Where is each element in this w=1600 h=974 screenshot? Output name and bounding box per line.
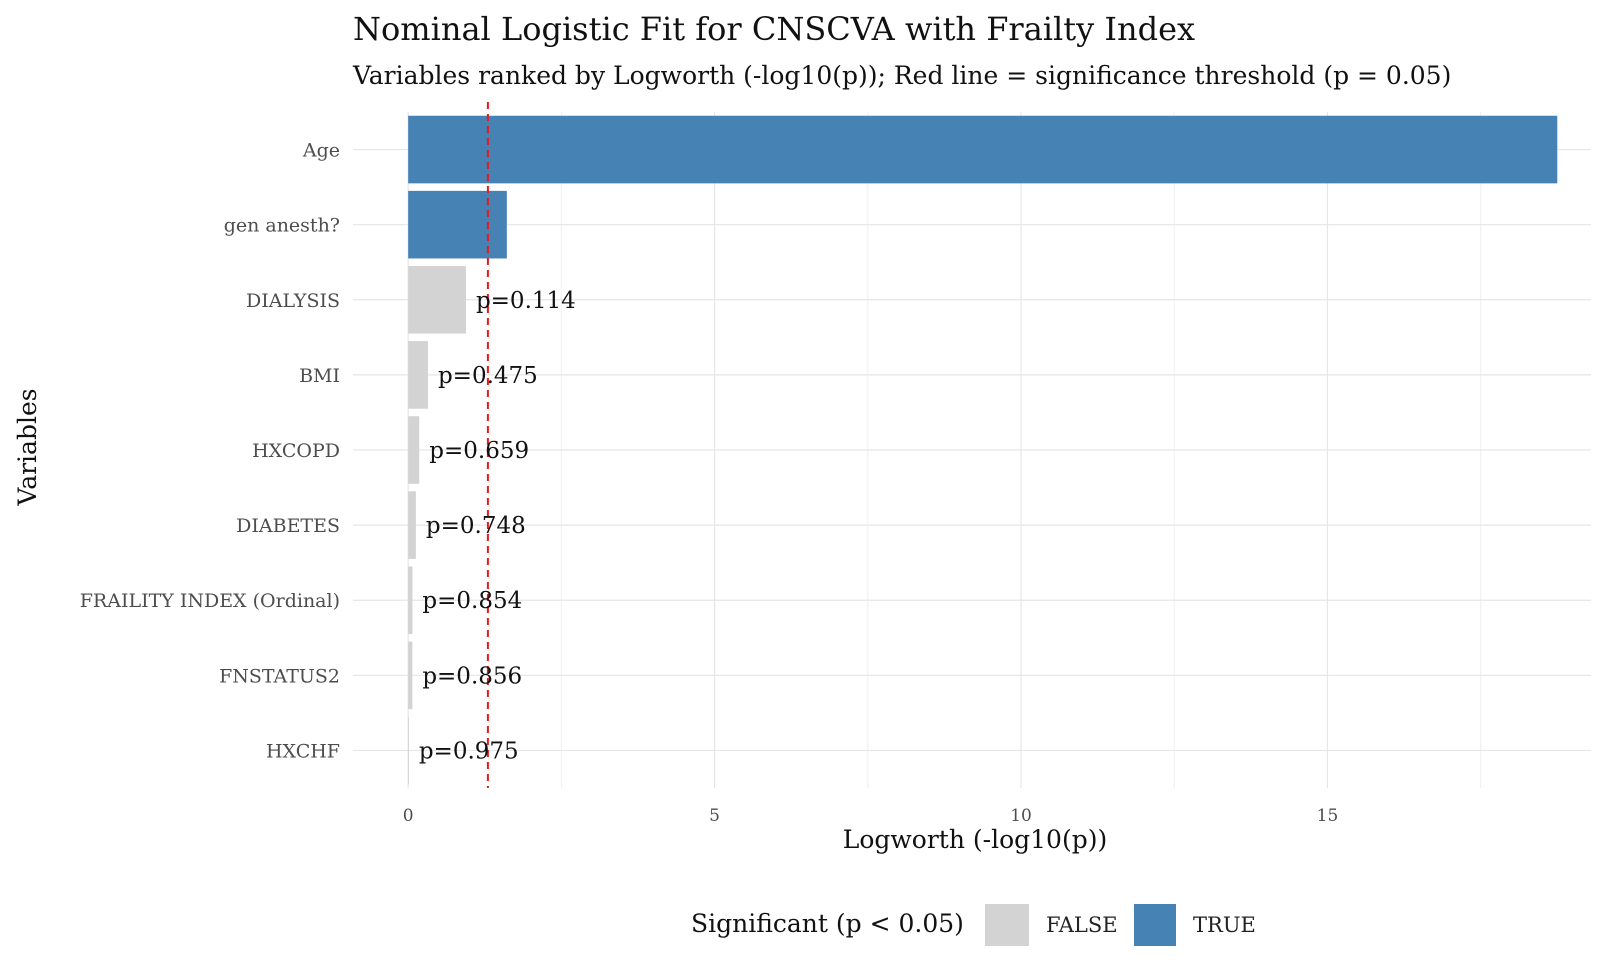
value-label-bmi: p=0.475 (438, 363, 538, 389)
value-label-hxcopd: p=0.659 (429, 438, 529, 464)
legend-swatch-false (985, 904, 1029, 946)
value-labels-group: p=0.114 p=0.475 p=0.659 p=0.748 p=0.854 p=0.8… (419, 288, 576, 765)
x-tick-label: 5 (709, 806, 720, 826)
category-label-fraility-index-ordinal: FRAILITY INDEX (Ordinal) (80, 590, 340, 612)
bar-fraility-index-ordinal (408, 566, 413, 635)
bar-age (408, 115, 1558, 184)
bar-bmi (408, 341, 428, 409)
chart-title: Nominal Logistic Fit for CNSCVA with Fra… (353, 10, 1195, 48)
grid-lines (353, 112, 1591, 788)
category-labels-group: Age gen anesth? DIALYSIS BMI HXCOPD DIABETES F… (80, 140, 340, 763)
category-label-age: Age (302, 140, 340, 162)
legend: Significant (p < 0.05) FALSE TRUE (691, 904, 1256, 946)
legend-title: Significant (p < 0.05) (691, 909, 964, 938)
value-label-fnstatus2: p=0.856 (422, 663, 522, 689)
bar-fnstatus2 (408, 641, 413, 710)
chart-subtitle: Variables ranked by Logworth (-log10(p))… (352, 61, 1451, 90)
bar-diabetes (408, 491, 416, 559)
category-label-hxcopd: HXCOPD (252, 440, 340, 462)
legend-swatch-true (1134, 904, 1176, 946)
y-axis-title: Variables (13, 388, 42, 506)
value-label-diabetes: p=0.748 (426, 513, 526, 539)
x-tick-label: 10 (1010, 806, 1032, 826)
x-tick-label: 15 (1317, 806, 1339, 826)
category-label-diabetes: DIABETES (236, 515, 340, 537)
x-axis-title: Logworth (-log10(p)) (843, 825, 1107, 854)
x-ticks-group: 0 5 10 15 (403, 806, 1339, 826)
value-label-fraility-index-ordinal: p=0.854 (422, 588, 522, 614)
legend-label-false: FALSE (1046, 913, 1118, 937)
x-tick-label: 0 (403, 806, 414, 826)
bar-gen-anesth (408, 190, 507, 259)
bars-group (408, 115, 1558, 785)
category-label-bmi: BMI (299, 365, 340, 387)
category-label-gen-anesth: gen anesth? (224, 215, 340, 237)
legend-label-true: TRUE (1193, 913, 1256, 937)
category-label-hxchf: HXCHF (266, 740, 340, 762)
value-label-dialysis: p=0.114 (476, 288, 576, 314)
bar-hxchf (408, 716, 409, 785)
category-label-fnstatus2: FNSTATUS2 (219, 665, 340, 687)
value-label-hxchf: p=0.975 (419, 738, 519, 764)
category-label-dialysis: DIALYSIS (246, 290, 340, 312)
bar-dialysis (408, 265, 466, 334)
bar-hxcopd (408, 416, 420, 484)
